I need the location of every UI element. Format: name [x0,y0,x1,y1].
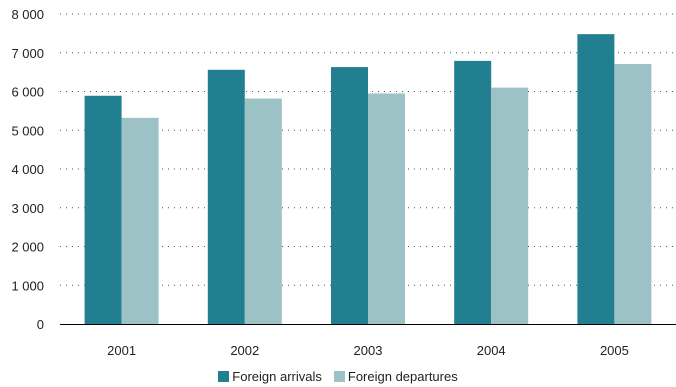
bar-departures-2005 [614,63,652,325]
y-tick-label: 6 000 [11,85,44,100]
y-tick-label: 4 000 [11,162,44,177]
legend-item-departures: Foreign departures [333,369,458,384]
y-tick-label: 3 000 [11,201,44,216]
bar-departures-2003 [368,93,405,324]
legend-swatch-arrivals [218,371,230,382]
y-tick-label: 8 000 [11,7,44,22]
bar-departures-2001 [121,117,159,324]
y-tick-label: 5 000 [11,123,44,138]
y-tick-label: 7 000 [11,46,44,61]
gridlines [60,13,676,286]
x-tick-label: 2002 [230,343,259,358]
legend-label-departures: Foreign departures [347,369,458,384]
y-tick-label: 2 000 [11,240,44,255]
bar-departures-2002 [244,98,282,324]
bar-arrivals-2002 [207,69,245,324]
x-axis-ticks: 2001 2002 2003 2004 2005 [107,343,629,358]
bar-departures-2004 [491,87,529,324]
legend-swatch-departures [333,371,345,382]
bar-arrivals-2004 [454,60,492,324]
bars [84,34,652,325]
legend-label-arrivals: Foreign arrivals [232,369,322,384]
x-tick-label: 2001 [107,343,136,358]
x-tick-label: 2003 [354,343,383,358]
y-tick-label: 0 [37,317,44,332]
y-axis-ticks: 0 1 000 2 000 3 000 4 000 5 000 6 000 7 000 8 00… [11,7,44,332]
bar-chart: 0 1 000 2 000 3 000 4 000 5 000 6 000 7 000 8 00… [11,7,676,358]
legend: Foreign arrivals Foreign departures [0,369,676,384]
x-tick-label: 2005 [600,343,629,358]
x-tick-label: 2004 [477,343,506,358]
bar-arrivals-2003 [331,67,368,325]
bar-arrivals-2005 [577,34,615,325]
legend-item-arrivals: Foreign arrivals [218,369,322,384]
bar-arrivals-2001 [84,95,122,324]
y-tick-label: 1 000 [11,278,44,293]
